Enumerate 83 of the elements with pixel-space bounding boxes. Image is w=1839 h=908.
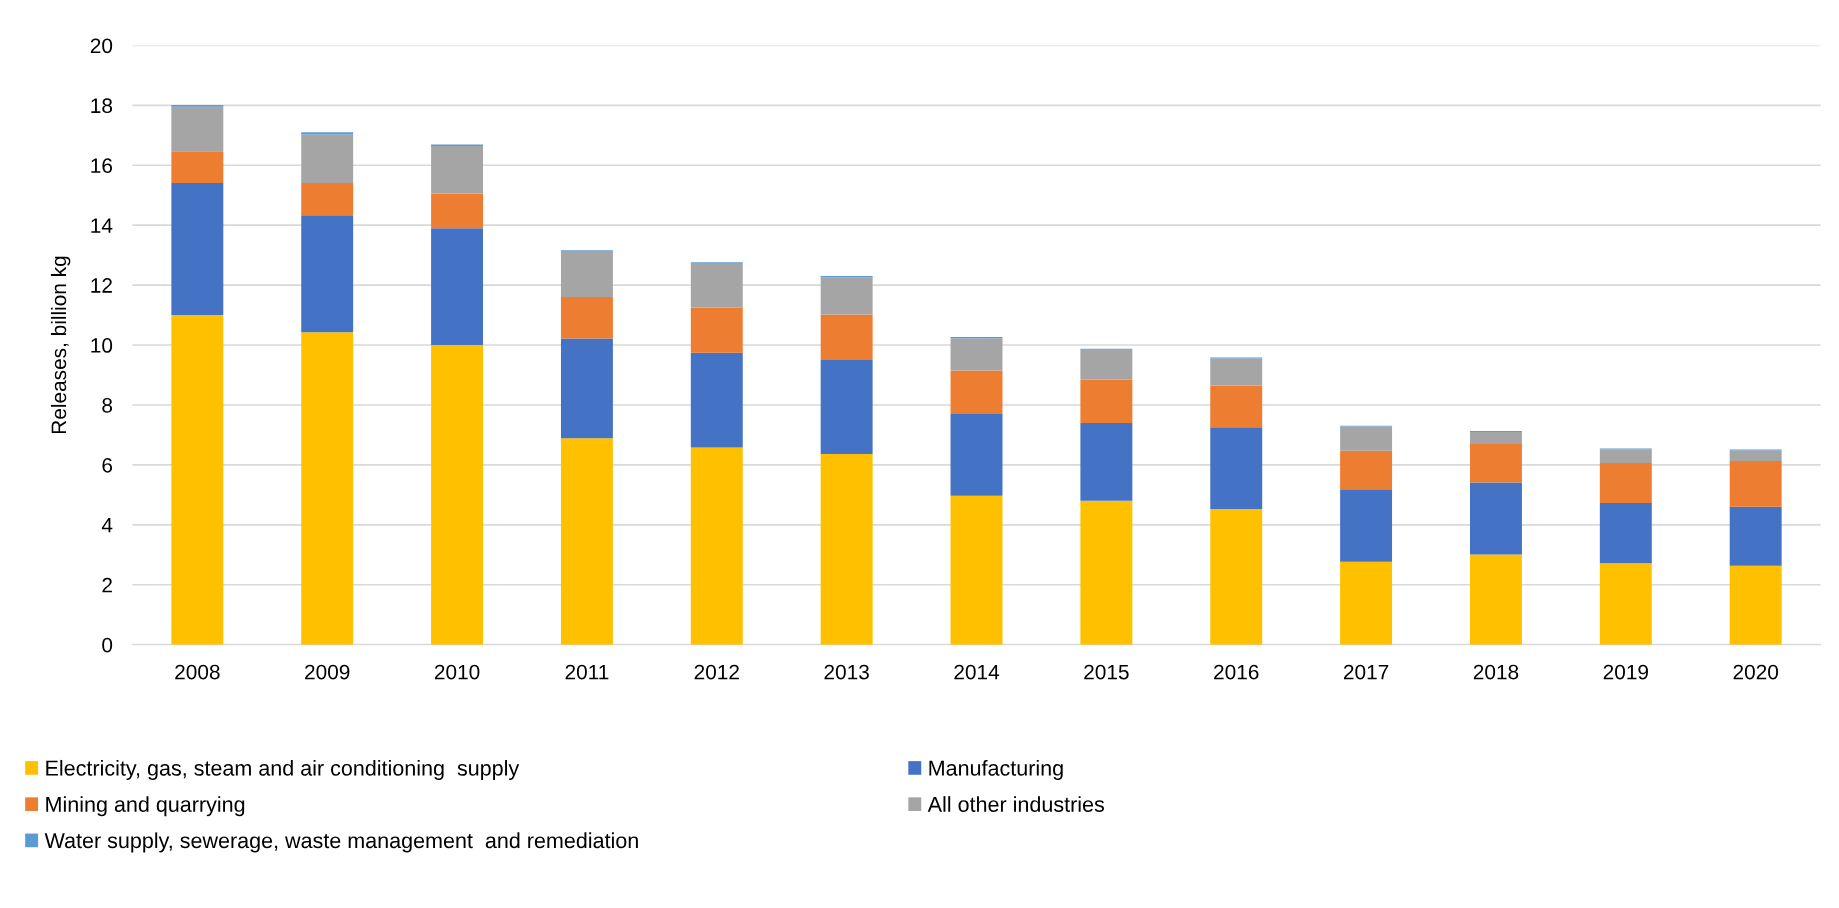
bar <box>301 215 354 333</box>
bar <box>1080 422 1133 501</box>
bar <box>950 370 1003 414</box>
bar <box>1469 431 1522 444</box>
bar <box>1469 443 1522 483</box>
x-tick-label: 2014 <box>954 664 1000 680</box>
y-tick-label: 16 <box>91 158 113 174</box>
bar <box>1469 554 1522 645</box>
bar <box>1210 427 1263 509</box>
bar <box>950 495 1003 645</box>
y-tick-label: 14 <box>91 218 113 233</box>
bar <box>690 307 743 353</box>
bar <box>1080 500 1133 645</box>
bar <box>690 263 743 308</box>
x-tick-label: 2020 <box>1733 664 1779 680</box>
x-tick-label: 2010 <box>434 664 480 680</box>
bar <box>560 338 613 439</box>
bar <box>171 106 224 152</box>
y-tick-label: 18 <box>91 98 113 114</box>
x-tick-label: 2013 <box>824 664 869 680</box>
bar <box>431 193 484 229</box>
bar <box>301 132 354 135</box>
legend-label: All other industries <box>927 796 1104 812</box>
bar <box>431 146 484 194</box>
bar <box>820 454 873 645</box>
bar <box>1599 563 1652 645</box>
bar <box>950 413 1003 496</box>
bar <box>1340 450 1393 490</box>
bar <box>1729 565 1782 645</box>
x-tick-label: 2019 <box>1603 664 1649 680</box>
legend-label: Mining and quarrying <box>46 796 245 817</box>
y-tick-label: 4 <box>101 518 113 533</box>
x-tick-label: 2008 <box>175 664 220 680</box>
bar <box>560 251 613 298</box>
legend-label: Electricity, gas, steam and air conditioning supply <box>46 759 520 781</box>
bar <box>1210 508 1263 645</box>
legend-label: Water supply, sewerage, waste management and remediation <box>44 832 638 853</box>
y-tick-label: 12 <box>91 278 112 293</box>
bar <box>1080 349 1133 380</box>
y-tick-label: 0 <box>102 637 113 653</box>
bar <box>301 134 354 183</box>
bar <box>1599 463 1652 503</box>
y-tick-label: 20 <box>90 38 113 54</box>
bar <box>820 360 873 455</box>
y-tick-label: 10 <box>91 338 113 353</box>
y-axis-title: Releases, billion kg <box>50 256 71 434</box>
bar <box>1469 482 1522 555</box>
bar <box>1729 450 1782 461</box>
bar <box>1599 449 1652 464</box>
x-tick-label: 2017 <box>1343 664 1389 680</box>
bar <box>431 228 484 346</box>
bar <box>1210 385 1263 428</box>
x-tick-label: 2011 <box>565 664 609 680</box>
bar <box>820 277 873 315</box>
bar <box>950 338 1003 371</box>
x-tick-label: 2009 <box>305 664 350 680</box>
bar <box>560 438 613 645</box>
bar <box>1210 358 1263 386</box>
x-tick-label: 2018 <box>1473 664 1519 680</box>
bar <box>690 352 743 448</box>
bar <box>560 297 613 339</box>
y-tick-label: 2 <box>102 577 112 593</box>
bar <box>1340 426 1393 451</box>
bar <box>1599 502 1652 564</box>
bar <box>820 314 873 361</box>
bar <box>301 182 354 216</box>
bar <box>1340 489 1393 562</box>
bar <box>171 315 224 645</box>
x-tick-label: 2015 <box>1084 664 1129 680</box>
bar <box>1340 561 1393 645</box>
x-tick-label: 2012 <box>694 664 739 680</box>
bar <box>1729 461 1782 507</box>
y-tick-label: 8 <box>102 397 113 413</box>
bar <box>690 447 743 645</box>
bar <box>1080 379 1133 423</box>
bar <box>171 182 224 316</box>
bar <box>171 151 224 183</box>
legend-label: Manufacturing <box>929 759 1063 781</box>
x-tick-label: 2016 <box>1214 664 1259 680</box>
y-tick-label: 6 <box>102 457 113 473</box>
bar <box>301 332 354 645</box>
bar <box>431 345 484 645</box>
bar <box>1729 506 1782 566</box>
